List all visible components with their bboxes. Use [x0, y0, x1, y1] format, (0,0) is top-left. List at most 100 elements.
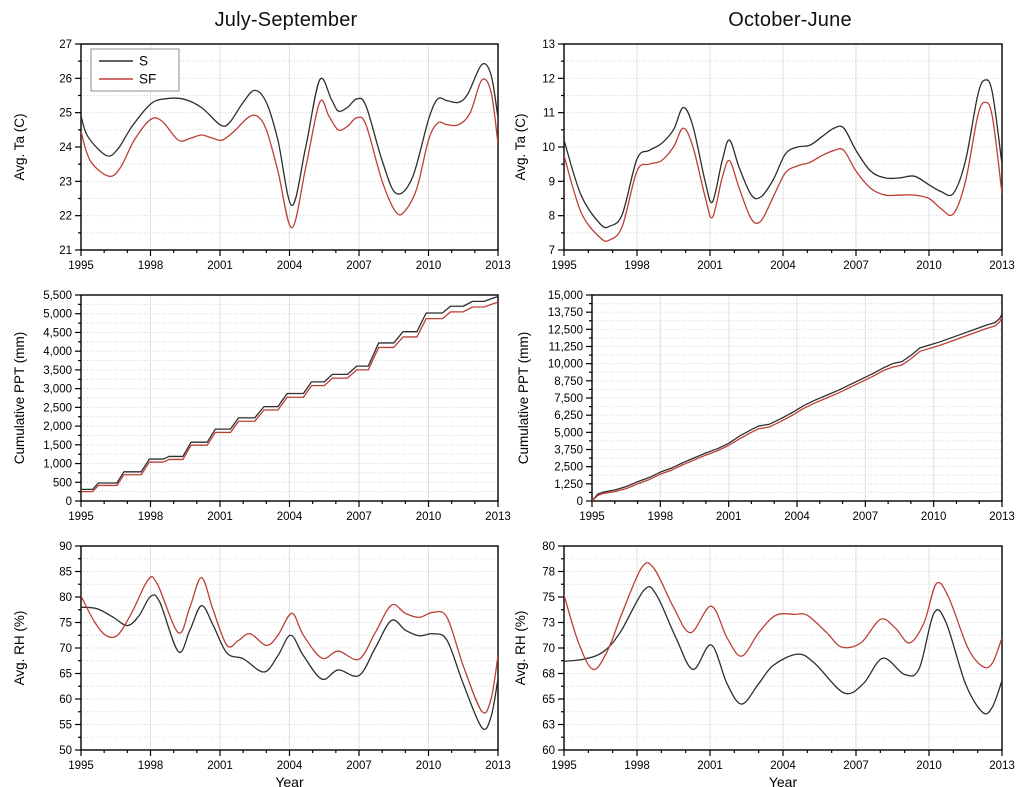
x-tick-label: 2010	[416, 260, 442, 272]
x-tick-label: 1995	[579, 511, 605, 523]
x-tick-label: 2001	[207, 260, 233, 272]
legend-label-S: S	[139, 54, 148, 69]
series-line-SF	[564, 562, 1002, 671]
x-tick-label: 2007	[843, 260, 869, 272]
series-line-SF	[81, 78, 498, 229]
x-tick-label: 2001	[697, 760, 723, 772]
series-line-SF	[81, 301, 498, 493]
plot-border	[563, 43, 1003, 251]
y-tick-label: 11	[543, 108, 555, 120]
y-tick-label: 25	[59, 108, 72, 120]
x-tick-label: 2010	[416, 511, 442, 523]
x-tick-labels: 1995 1998 2001 2004 2007 2010 2013	[551, 760, 1015, 772]
y-axis-title: Avg. RH (%)	[12, 611, 27, 686]
y-tick-label: 13,750	[548, 307, 583, 319]
x-tick-label: 1995	[551, 760, 577, 772]
chart-avg-ta-july-september: 21 22 23 24 25 26 27 1995 1998 2001 2004 2007 2010 20…	[8, 38, 512, 283]
y-tick-label: 5,000	[43, 309, 72, 321]
series-lines	[81, 62, 498, 229]
y-tick-label: 70	[542, 643, 555, 655]
y-tick-label: 3,000	[43, 384, 72, 396]
y-tick-label: 0	[66, 496, 72, 508]
x-tick-label: 2004	[277, 760, 303, 772]
y-tick-label: 500	[53, 477, 72, 489]
y-tick-label: 70	[59, 643, 72, 655]
y-tick-label: 10	[542, 142, 555, 154]
y-tick-label: 7	[549, 245, 555, 257]
y-gridlines	[592, 303, 1002, 493]
x-axis-title: Year	[769, 774, 798, 787]
x-tick-label: 1995	[68, 511, 94, 523]
y-tick-label: 3,750	[554, 445, 583, 457]
y-tick-label: 12,500	[548, 324, 583, 336]
x-tick-label: 2013	[485, 511, 511, 523]
y-tick-label: 7,500	[554, 393, 583, 405]
legend-label-SF: SF	[139, 72, 156, 87]
y-tick-label: 8,750	[554, 376, 583, 388]
chart-avg-rh-july-september: 50 55 60 65 70 75 80 85 90 1995 1998 2001 2004 2007 20…	[8, 540, 512, 787]
x-tick-label: 2001	[716, 511, 742, 523]
y-tick-label: 2,500	[43, 402, 72, 414]
plot-border	[591, 294, 1003, 502]
y-tick-label: 4,500	[43, 327, 72, 339]
y-tick-label: 65	[542, 694, 555, 706]
y-axis-title: Avg. Ta (C)	[12, 113, 27, 180]
legend: S SF	[90, 48, 180, 92]
series-line-S	[592, 313, 1002, 501]
y-tick-label: 13	[542, 39, 555, 51]
axis-ticks	[558, 545, 1003, 756]
x-tick-label: 2001	[207, 511, 233, 523]
x-tick-label: 2001	[207, 760, 233, 772]
chart-cumulative-ppt-october-june: 0 1,250 2,500 3,750 5,000 6,250 7,500 8,750 10,0…	[512, 289, 1016, 534]
y-tick-label: 85	[59, 567, 72, 579]
y-tick-label: 63	[542, 720, 555, 732]
y-tick-label: 60	[542, 745, 555, 757]
y-gridlines	[564, 60, 1002, 234]
x-tick-label: 2013	[485, 260, 511, 272]
x-tick-label: 2013	[485, 760, 511, 772]
x-tick-label: 1995	[68, 260, 94, 272]
y-tick-label: 65	[59, 669, 72, 681]
x-tick-label: 2007	[843, 760, 869, 772]
x-tick-label: 1998	[624, 260, 650, 272]
x-tick-label: 1998	[138, 511, 164, 523]
y-tick-labels: 0 500 1,000 1,500 2,000 2,500 3,000 3,500 4,000 4…	[43, 290, 72, 508]
chart-canvas-avg-ta-july-september: 21 22 23 24 25 26 27 1995 1998 2001 2004 2007 2010 20…	[12, 39, 511, 272]
x-tick-label: 2004	[770, 260, 796, 272]
y-tick-label: 1,000	[43, 459, 72, 471]
y-tick-labels: 21 22 23 24 25 26 27	[59, 39, 72, 257]
y-tick-label: 3,500	[43, 365, 72, 377]
plot-border	[80, 294, 499, 502]
y-tick-labels: 7 8 9 10 11 12 13	[542, 39, 555, 257]
y-tick-labels: 50 55 60 65 70 75 80 85 90	[59, 541, 72, 757]
x-tick-label: 2004	[784, 511, 810, 523]
y-tick-label: 90	[59, 541, 72, 553]
y-tick-label: 4,000	[43, 346, 72, 358]
plot-border	[80, 43, 499, 251]
series-line-SF	[564, 101, 1002, 242]
series-lines	[564, 562, 1002, 715]
y-tick-label: 68	[542, 669, 555, 681]
y-axis-title: Avg. RH (%)	[513, 611, 528, 686]
y-tick-label: 22	[59, 211, 72, 223]
x-tick-labels: 1995 1998 2001 2004 2007 2010 2013	[68, 760, 511, 772]
y-tick-label: 12	[542, 73, 555, 85]
y-tick-label: 5,000	[554, 427, 583, 439]
chart-grid: 21 22 23 24 25 26 27 1995 1998 2001 2004 2007 2010 20…	[8, 38, 1016, 787]
y-tick-label: 10,000	[548, 359, 583, 371]
series-lines	[81, 295, 498, 493]
column-titles: July-September October-June	[8, 4, 1016, 38]
legend-box	[90, 48, 180, 92]
x-tick-labels: 1995 1998 2001 2004 2007 2010 2013	[68, 511, 511, 523]
y-tick-label: 5,500	[43, 290, 72, 302]
y-tick-label: 0	[577, 496, 583, 508]
y-tick-label: 27	[59, 39, 72, 51]
x-tick-label: 2013	[989, 511, 1015, 523]
x-tick-label: 1998	[138, 760, 164, 772]
y-tick-labels: 60 63 65 68 70 73 75 78 80	[542, 541, 555, 757]
plot-border	[80, 545, 499, 751]
x-tick-label: 2001	[697, 260, 723, 272]
chart-canvas-avg-rh-july-september: 50 55 60 65 70 75 80 85 90 1995 1998 2001 2004 2007 20…	[12, 541, 511, 787]
chart-avg-ta-october-june: 7 8 9 10 11 12 13 1995 1998 2001 2004 2007 2010 2013 A…	[512, 38, 1016, 283]
